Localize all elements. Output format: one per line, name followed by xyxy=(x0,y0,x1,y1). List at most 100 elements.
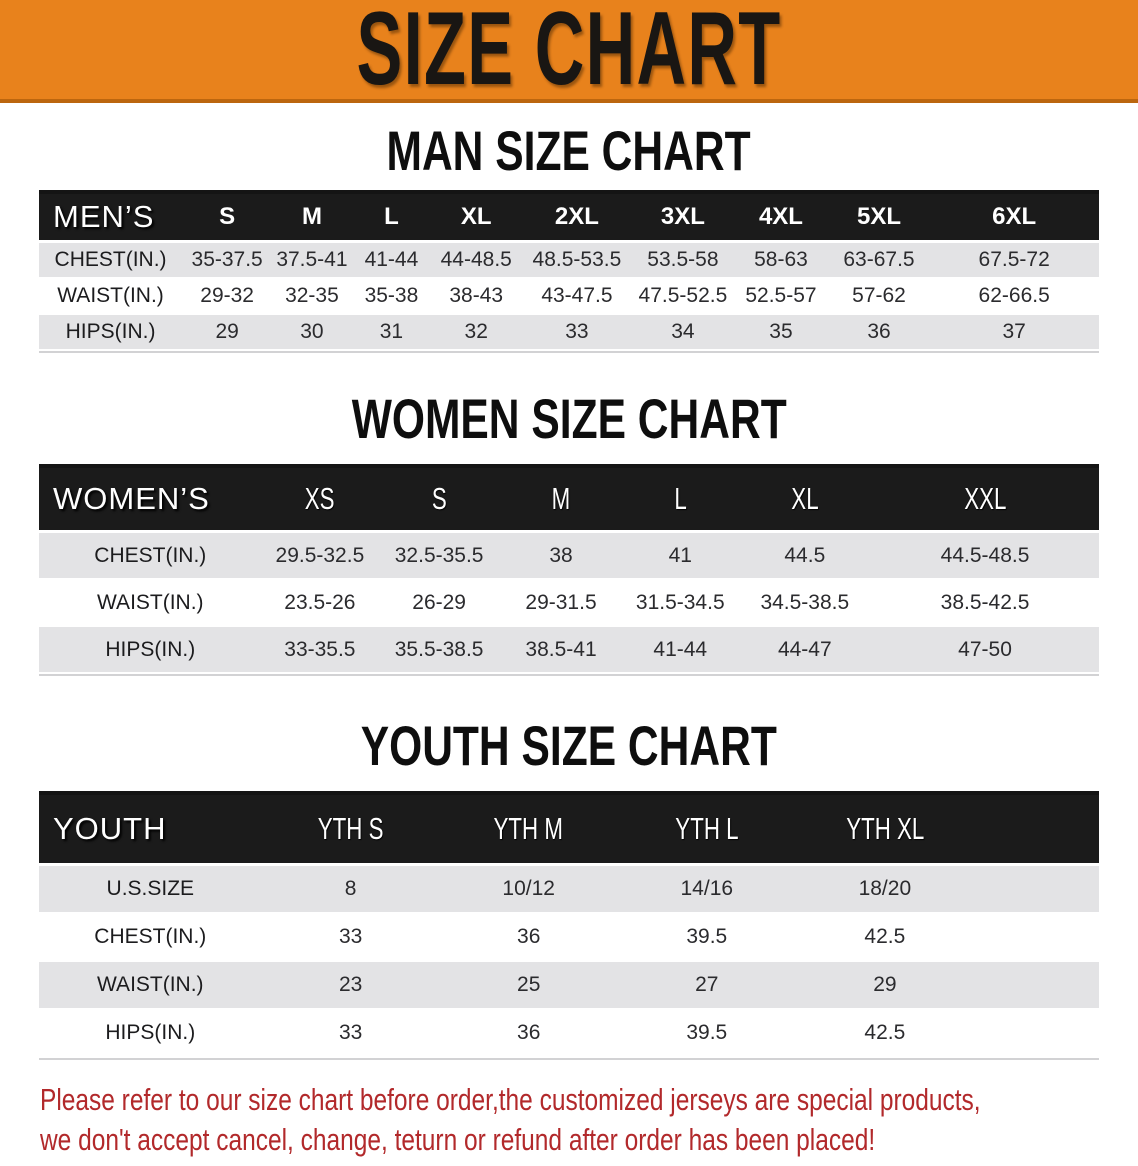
column-header-cell: 4XL xyxy=(733,194,829,243)
column-header-cell: XL xyxy=(738,468,872,533)
table-row: CHEST(IN.) 35-37.5 37.5-41 41-44 44-48.5 48.5… xyxy=(39,243,1099,279)
row-label-cell: HIPS(IN.) xyxy=(39,1010,262,1058)
value-cell: 33-35.5 xyxy=(261,627,379,674)
column-header-cell: YTH XL xyxy=(795,795,974,866)
column-header-text: M xyxy=(301,203,322,230)
value-cell: 47-50 xyxy=(871,627,1099,674)
value-cell: 38 xyxy=(500,533,622,580)
spacer-cell xyxy=(973,866,1099,914)
column-header-cell: L xyxy=(621,468,739,533)
value-cell: 8 xyxy=(261,866,440,914)
value-cell: 29-31.5 xyxy=(500,580,622,627)
value-cell: 32 xyxy=(431,315,522,351)
table-row: U.S.SIZE 8 10/12 14/16 18/20 xyxy=(39,866,1099,914)
value-cell: 41-44 xyxy=(621,627,739,674)
column-header-text: L xyxy=(674,481,687,516)
column-header-cell: YTH S xyxy=(261,795,440,866)
column-header-text: XL xyxy=(791,481,819,516)
value-cell: 33 xyxy=(521,315,633,351)
value-cell: 26-29 xyxy=(378,580,501,627)
value-cell: 38.5-42.5 xyxy=(871,580,1099,627)
row-label-cell: WAIST(IN.) xyxy=(39,580,262,627)
row-label-cell: CHEST(IN.) xyxy=(39,914,262,962)
column-header-text: YTH L xyxy=(675,811,739,846)
value-cell: 44-47 xyxy=(738,627,872,674)
table-row: WAIST(IN.) 23 25 27 29 xyxy=(39,962,1099,1010)
column-header-cell: S xyxy=(378,468,501,533)
table-row: CHEST(IN.) 29.5-32.5 32.5-35.5 38 41 44.5 44.5… xyxy=(39,533,1099,580)
value-cell: 39.5 xyxy=(617,914,796,962)
value-cell: 37 xyxy=(929,315,1099,351)
youth-section-heading: YOUTH SIZE CHART xyxy=(0,718,1138,774)
table-title-cell: WOMEN’S xyxy=(39,468,262,533)
spacer-cell xyxy=(973,914,1099,962)
value-cell: 33 xyxy=(261,1010,440,1058)
value-cell: 27 xyxy=(617,962,796,1010)
column-header-text: 3XL xyxy=(660,203,705,230)
value-cell: 41-44 xyxy=(351,243,432,279)
column-header-text: 4XL xyxy=(758,203,803,230)
value-cell: 30 xyxy=(272,315,352,351)
column-header-cell: XS xyxy=(261,468,379,533)
value-cell: 23.5-26 xyxy=(261,580,379,627)
row-label-cell: WAIST(IN.) xyxy=(39,962,262,1010)
women-size-table: WOMEN’S XS S M L XL XXL CHEST(IN.) 29.5-32.5 32.5… xyxy=(39,464,1099,676)
column-header-text: S xyxy=(431,481,447,516)
column-header-text: M xyxy=(551,481,571,516)
column-header-cell: 5XL xyxy=(828,194,930,243)
value-cell: 23 xyxy=(261,962,440,1010)
table-row: HIPS(IN.) 33-35.5 35.5-38.5 38.5-41 41-44 44-… xyxy=(39,627,1099,674)
disclaimer-line-2-text: we don't accept cancel, change, teturn o… xyxy=(40,1122,876,1157)
value-cell: 14/16 xyxy=(617,866,796,914)
column-header-cell: S xyxy=(182,194,273,243)
disclaimer-line-1: Please refer to our size chart before or… xyxy=(40,1080,1138,1120)
column-header-text: XXL xyxy=(963,481,1007,516)
value-cell: 18/20 xyxy=(795,866,974,914)
column-header-text: XS xyxy=(304,481,335,516)
men-section-heading-text: MAN SIZE CHART xyxy=(386,119,752,182)
spacer-cell xyxy=(973,795,1099,866)
value-cell: 43-47.5 xyxy=(521,279,633,315)
table-header-row: WOMEN’S XS S M L XL XXL xyxy=(39,468,1099,533)
value-cell: 44.5-48.5 xyxy=(871,533,1099,580)
table-row: CHEST(IN.) 33 36 39.5 42.5 xyxy=(39,914,1099,962)
disclaimer-line-2: we don't accept cancel, change, teturn o… xyxy=(40,1120,1138,1160)
column-header-text: YTH M xyxy=(493,811,564,846)
column-header-cell: YTH L xyxy=(617,795,796,866)
column-header-cell: XXL xyxy=(871,468,1099,533)
value-cell: 39.5 xyxy=(617,1010,796,1058)
spacer-cell xyxy=(973,1010,1099,1058)
value-cell: 41 xyxy=(621,533,739,580)
value-cell: 35 xyxy=(733,315,829,351)
value-cell: 29.5-32.5 xyxy=(261,533,379,580)
table-header-row: YOUTH YTH S YTH M YTH L YTH XL xyxy=(39,795,1099,866)
value-cell: 62-66.5 xyxy=(929,279,1099,315)
value-cell: 67.5-72 xyxy=(929,243,1099,279)
disclaimer: Please refer to our size chart before or… xyxy=(40,1080,1138,1160)
column-header-cell: L xyxy=(351,194,432,243)
column-header-cell: XL xyxy=(431,194,522,243)
value-cell: 36 xyxy=(439,914,618,962)
column-header-text: YTH S xyxy=(317,811,384,846)
women-section-heading-text: WOMEN SIZE CHART xyxy=(351,387,787,450)
value-cell: 42.5 xyxy=(795,914,974,962)
men-section-heading: MAN SIZE CHART xyxy=(0,119,1138,182)
value-cell: 32-35 xyxy=(272,279,352,315)
column-header-cell: YTH M xyxy=(439,795,618,866)
value-cell: 58-63 xyxy=(733,243,829,279)
value-cell: 29-32 xyxy=(182,279,273,315)
column-header-cell: 3XL xyxy=(632,194,734,243)
value-cell: 33 xyxy=(261,914,440,962)
value-cell: 57-62 xyxy=(828,279,930,315)
value-cell: 48.5-53.5 xyxy=(521,243,633,279)
youth-size-section: YOUTH SIZE CHART YOUTH YTH S YTH M YTH L YTH… xyxy=(0,718,1138,1060)
value-cell: 35-38 xyxy=(351,279,432,315)
value-cell: 31 xyxy=(351,315,432,351)
column-header-cell: M xyxy=(500,468,622,533)
value-cell: 44-48.5 xyxy=(431,243,522,279)
value-cell: 29 xyxy=(795,962,974,1010)
value-cell: 35-37.5 xyxy=(182,243,273,279)
value-cell: 34.5-38.5 xyxy=(738,580,872,627)
column-header-cell: 2XL xyxy=(521,194,633,243)
column-header-cell: 6XL xyxy=(929,194,1099,243)
